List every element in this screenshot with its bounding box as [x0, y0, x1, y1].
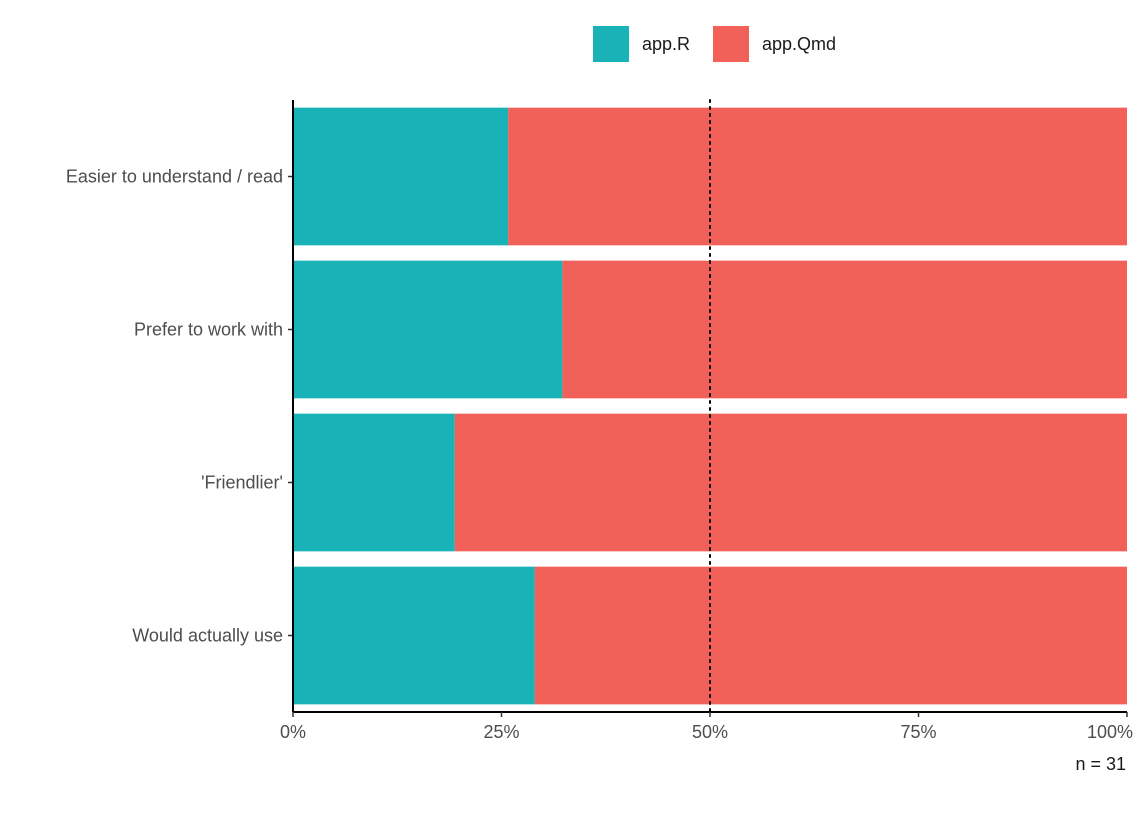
x-tick-label: 0% — [280, 722, 306, 742]
legend-key-app-qmd — [713, 26, 749, 62]
x-tick-label: 100% — [1087, 722, 1133, 742]
x-tick-label: 25% — [483, 722, 519, 742]
y-tick-label: Easier to understand / read — [66, 167, 283, 187]
bar-app-r-easier-to-understand-read — [293, 107, 509, 246]
bar-app-r-friendlier — [293, 413, 455, 552]
x-tick-label: 50% — [692, 722, 728, 742]
caption: n = 31 — [1075, 754, 1126, 774]
bar-app-qmd-easier-to-understand-read — [508, 107, 1127, 246]
y-tick-label: 'Friendlier' — [201, 473, 283, 493]
legend: app.R app.Qmd — [593, 26, 836, 62]
bar-app-r-would-actually-use — [293, 566, 535, 705]
legend-label-app-qmd: app.Qmd — [762, 34, 836, 54]
bar-app-qmd-prefer-to-work-with — [562, 260, 1127, 399]
legend-key-app-r — [593, 26, 629, 62]
bars — [293, 107, 1127, 705]
bar-app-qmd-friendlier — [454, 413, 1127, 552]
x-tick-label: 75% — [900, 722, 936, 742]
bar-app-r-prefer-to-work-with — [293, 260, 563, 399]
axes: Easier to understand / read Prefer to wor… — [66, 100, 1133, 742]
y-tick-label: Prefer to work with — [134, 320, 283, 340]
bar-app-qmd-would-actually-use — [534, 566, 1127, 705]
y-tick-label: Would actually use — [132, 626, 283, 646]
legend-label-app-r: app.R — [642, 34, 690, 54]
